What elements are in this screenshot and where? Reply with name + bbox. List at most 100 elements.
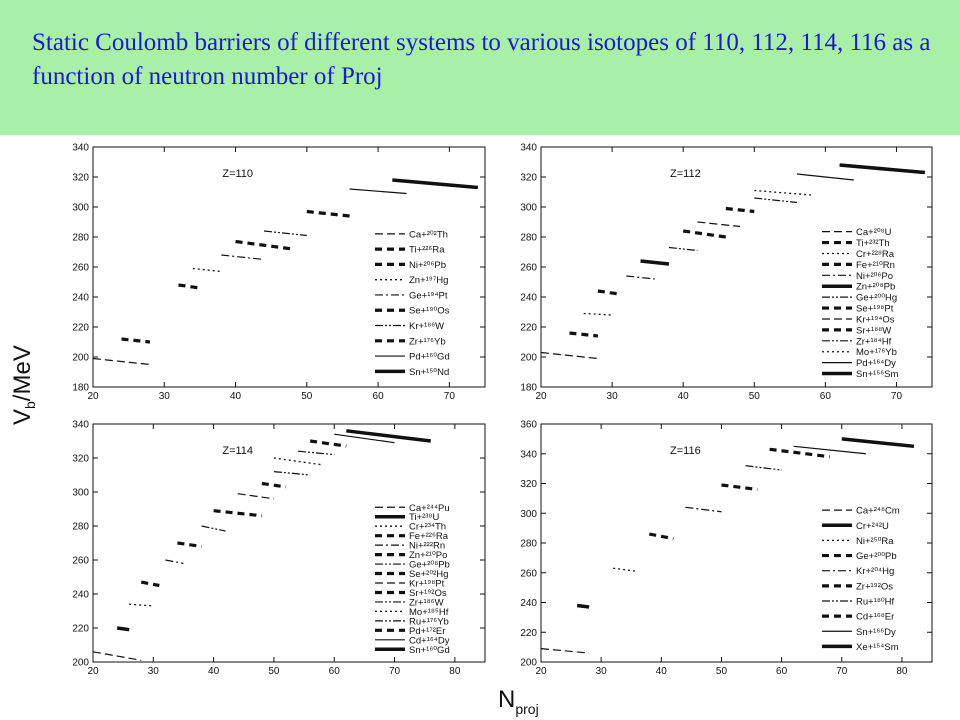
series-line — [273, 471, 311, 476]
legend-label: Ge+²⁰⁰Pb — [856, 551, 897, 562]
legend-label: Zr+¹⁹²Os — [856, 581, 893, 592]
legend-label: Sr+¹⁸⁸W — [856, 325, 891, 336]
legend-label: Cd+¹⁶⁸Er — [856, 612, 894, 623]
y-tick-label: 280 — [520, 233, 537, 244]
series-line — [668, 246, 698, 252]
y-tick-label: 340 — [72, 420, 89, 431]
series-line — [569, 331, 599, 338]
legend-label: Ca+²⁰²Th — [409, 229, 448, 240]
series-line — [613, 567, 638, 572]
series-line — [192, 267, 222, 273]
series-line — [793, 445, 866, 455]
series-line — [177, 541, 202, 548]
legend-label: Zr+¹⁷⁶Yb — [409, 336, 446, 347]
plot-frame — [92, 423, 486, 663]
legend-label: Zr+¹⁸⁶W — [409, 597, 444, 608]
series-line — [140, 580, 160, 588]
series-line — [306, 209, 350, 218]
y-tick-label: 220 — [520, 323, 537, 334]
legend-label: Ca+²⁴⁴Pu — [409, 503, 450, 514]
legend-label: Zn+²⁰⁸Pb — [856, 282, 895, 293]
series-line — [648, 532, 674, 541]
y-tick-label: 340 — [520, 449, 537, 460]
series-line — [121, 337, 151, 344]
series-line — [682, 229, 727, 239]
series-line — [213, 509, 263, 518]
series-line — [796, 173, 854, 181]
y-tick-label: 260 — [72, 263, 89, 274]
legend-label: Cd+¹⁶⁴Dy — [409, 635, 450, 646]
y-tick-label: 300 — [520, 203, 537, 214]
x-tick-label: 20 — [535, 391, 547, 402]
x-tick-label: 70 — [389, 666, 401, 677]
x-tick-label: 50 — [716, 666, 728, 677]
panel-1: 20 30 40 50 60 70 180 200 220 240 260 280 300 320 340 Z… — [72, 143, 486, 402]
legend-label: Sn+¹⁵⁰Nd — [409, 367, 449, 378]
y-tick-label: 300 — [520, 509, 537, 520]
panel-z-label: Z=110 — [222, 168, 253, 180]
legend-label: Kr+²⁰⁴Hg — [856, 566, 894, 577]
legend-label: Ge+²⁰⁸Pb — [409, 560, 450, 571]
legend-label: Kr+¹⁸⁶W — [409, 321, 444, 332]
series-line — [576, 603, 590, 609]
legend-label: Se+¹⁹⁸Pt — [856, 304, 894, 315]
x-tick-label: 70 — [444, 391, 456, 402]
slide-title: Static Coulomb barriers of different sys… — [32, 29, 931, 90]
x-tick-label: 60 — [373, 391, 385, 402]
y-tick-label: 320 — [520, 173, 537, 184]
series-line — [309, 439, 347, 448]
x-tick-label: 60 — [820, 391, 832, 402]
y-tick-label: 220 — [72, 624, 89, 635]
y-tick-label: 360 — [520, 420, 537, 431]
series-line — [201, 525, 226, 532]
series-line — [261, 481, 287, 489]
series-line — [841, 437, 915, 449]
y-tick-label: 340 — [520, 143, 537, 154]
legend-label: Se+¹⁹⁰Os — [409, 306, 450, 317]
legend-label: Cr+²³⁴Th — [409, 522, 446, 533]
series-line — [597, 289, 620, 296]
series-line — [745, 465, 782, 471]
legend-label: Se+²⁰²Hg — [409, 569, 448, 580]
y-tick-label: 200 — [520, 353, 537, 364]
series-line — [839, 163, 926, 175]
x-tick-label: 30 — [159, 391, 171, 402]
series-line — [626, 275, 655, 280]
legend-label: Pd+¹⁶⁴Dy — [856, 358, 896, 369]
y-tick-label: 320 — [72, 173, 89, 184]
chart-figure: 20 30 40 50 60 70 180 200 220 240 260 280 300 320 340 Z… — [0, 135, 960, 720]
legend-label: Mo+¹⁷⁶Yb — [856, 347, 897, 358]
y-tick-label: 340 — [72, 143, 89, 154]
y-tick-label: 300 — [72, 488, 89, 499]
series-line — [221, 254, 265, 261]
x-tick-label: 40 — [678, 391, 690, 402]
series-line — [129, 603, 154, 607]
series-line — [178, 283, 201, 290]
series-line — [721, 483, 758, 492]
legend-label: Kr+¹⁹⁴Os — [856, 314, 895, 325]
series-line — [754, 189, 812, 196]
series-line — [725, 206, 755, 214]
legend-label: Ni+²²²Rn — [409, 541, 445, 552]
x-tick-label: 60 — [329, 666, 341, 677]
y-tick-label: 320 — [520, 479, 537, 490]
panel-z-label: Z=116 — [670, 445, 701, 457]
y-tick-label: 260 — [520, 263, 537, 274]
panel-z-label: Z=114 — [222, 445, 253, 457]
legend-label: Sn+¹⁵⁶Sm — [856, 369, 899, 380]
y-tick-label: 280 — [72, 233, 89, 244]
y-tick-label: 280 — [72, 522, 89, 533]
series-line — [685, 506, 722, 513]
legend-label: Fe+²¹⁰Rn — [856, 260, 895, 271]
title-banner: Static Coulomb barriers of different sys… — [0, 0, 960, 135]
x-tick-label: 40 — [208, 666, 220, 677]
x-tick-label: 70 — [836, 666, 848, 677]
legend-label: Ge+²⁰⁰Hg — [856, 293, 897, 304]
series-line — [697, 221, 741, 228]
series-line — [297, 450, 335, 456]
series-line — [540, 648, 590, 654]
legend-label: Zr+¹⁸⁴Hf — [856, 336, 892, 347]
legend-label: Fe+²²⁶Ra — [409, 531, 449, 542]
y-tick-label: 260 — [72, 556, 89, 567]
y-axis-label: Vb/MeV — [9, 345, 38, 425]
